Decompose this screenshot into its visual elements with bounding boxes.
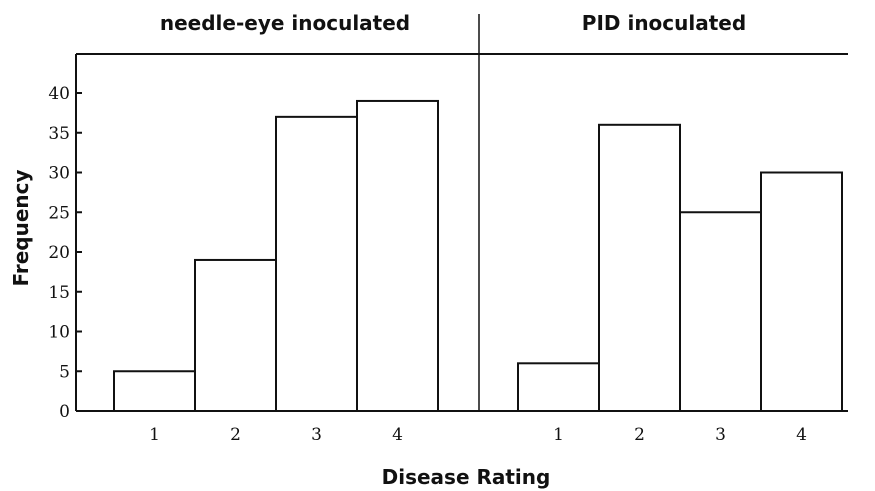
x-axis-title: Disease Rating <box>382 465 551 489</box>
y-axis-title: Frequency <box>9 169 33 286</box>
y-tick-label: 15 <box>48 283 70 303</box>
x-tick-label: 1 <box>149 425 160 445</box>
bar <box>275 115 358 412</box>
y-tick-label: 20 <box>48 243 70 263</box>
y-tick-label: 30 <box>48 164 70 184</box>
y-ticks: 0 5 10 15 20 25 30 35 40 <box>48 84 82 422</box>
y-tick-label: 25 <box>48 203 70 223</box>
bar <box>679 211 762 412</box>
panel-titles: needle-eye inoculated PID inoculated <box>160 11 746 35</box>
panel-title: PID inoculated <box>582 11 746 35</box>
y-tick-label: 35 <box>48 124 70 144</box>
x-tick-label: 1 <box>553 425 564 445</box>
y-tick-label: 10 <box>48 323 70 343</box>
bar <box>598 123 681 413</box>
bar <box>113 370 196 412</box>
y-tick-label: 0 <box>59 402 70 422</box>
bar <box>517 362 600 412</box>
x-tick-label: 2 <box>634 425 645 445</box>
x-tick-label: 3 <box>715 425 726 445</box>
x-tick-label: 2 <box>230 425 241 445</box>
panel-title: needle-eye inoculated <box>160 11 410 35</box>
bars <box>113 99 843 413</box>
y-tick-label: 5 <box>59 362 70 382</box>
x-tick-label: 3 <box>311 425 322 445</box>
y-tick-label: 40 <box>48 84 70 104</box>
bar <box>356 99 439 412</box>
bar <box>194 258 277 413</box>
x-tick-label: 4 <box>796 425 807 445</box>
x-ticks: 1 2 3 4 1 2 3 4 <box>149 425 807 445</box>
bar <box>760 171 843 412</box>
x-tick-label: 4 <box>392 425 403 445</box>
